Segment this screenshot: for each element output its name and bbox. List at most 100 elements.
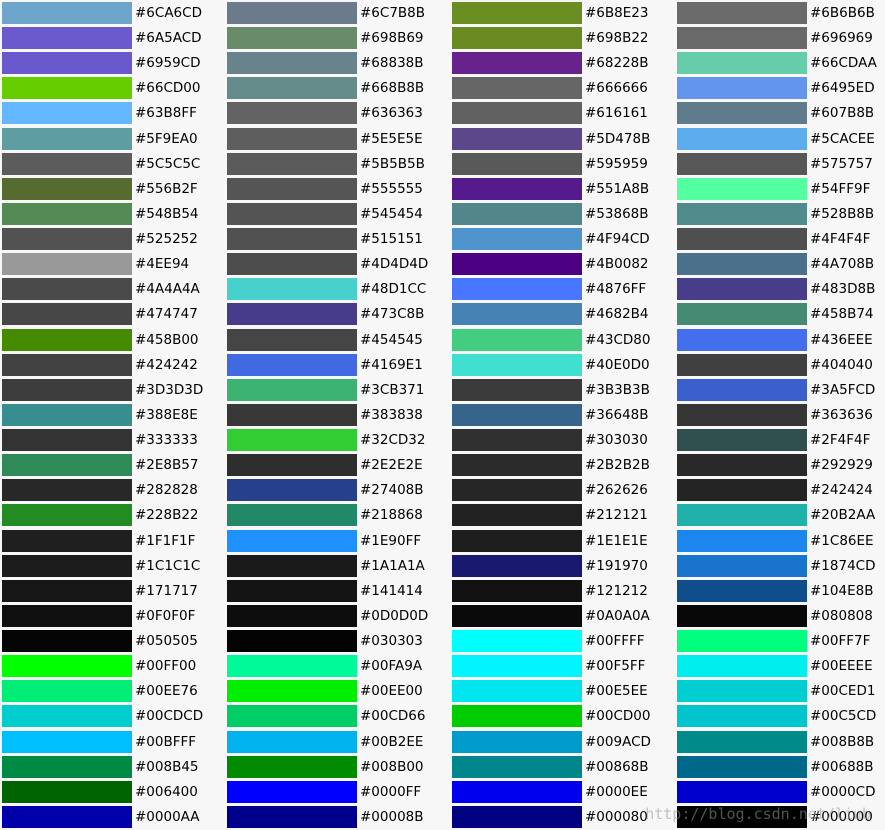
color-cell: #424242 bbox=[0, 353, 225, 378]
color-cell: #36648B bbox=[450, 403, 675, 428]
color-cell: #515151 bbox=[225, 227, 450, 252]
color-cell: #43CD80 bbox=[450, 328, 675, 353]
color-hex-label: #698B22 bbox=[585, 30, 649, 47]
color-hex-label: #363636 bbox=[810, 406, 873, 423]
color-cell: #528B8B bbox=[675, 202, 885, 227]
color-cell: #5E5E5E bbox=[225, 127, 450, 152]
color-swatch bbox=[227, 202, 357, 225]
color-cell: #6B8E23 bbox=[450, 1, 675, 26]
color-hex-label: #474747 bbox=[135, 306, 198, 323]
color-cell: #5F9EA0 bbox=[0, 127, 225, 152]
color-hex-label: #666666 bbox=[585, 80, 648, 97]
color-swatch bbox=[2, 77, 132, 100]
color-hex-label: #1C1C1C bbox=[135, 557, 201, 574]
color-cell: #242424 bbox=[675, 478, 885, 503]
color-cell: #00C5CD bbox=[675, 704, 885, 729]
color-cell: #4A708B bbox=[675, 252, 885, 277]
color-swatch bbox=[2, 755, 132, 778]
color-cell: #00B2EE bbox=[225, 730, 450, 755]
color-cell: #525252 bbox=[0, 227, 225, 252]
color-cell: #458B74 bbox=[675, 302, 885, 327]
color-hex-label: #008B45 bbox=[135, 758, 199, 775]
color-swatch bbox=[677, 755, 807, 778]
color-cell: #00EEEE bbox=[675, 654, 885, 679]
color-cell: #1874CD bbox=[675, 554, 885, 579]
color-hex-label: #303030 bbox=[585, 432, 648, 449]
color-cell: #0000FF bbox=[225, 780, 450, 805]
color-hex-label: #698B69 bbox=[360, 30, 424, 47]
color-hex-label: #40E0D0 bbox=[585, 356, 650, 373]
color-cell: #545454 bbox=[225, 202, 450, 227]
color-hex-label: #4D4D4D bbox=[360, 256, 429, 273]
color-cell: #636363 bbox=[225, 101, 450, 126]
color-hex-label: #4876FF bbox=[585, 281, 647, 298]
color-swatch bbox=[452, 755, 582, 778]
color-cell: #00FF7F bbox=[675, 629, 885, 654]
color-hex-label: #00F5FF bbox=[585, 658, 646, 675]
color-cell: #383838 bbox=[225, 403, 450, 428]
color-cell: #009ACD bbox=[450, 730, 675, 755]
color-swatch bbox=[227, 504, 357, 527]
color-swatch bbox=[677, 202, 807, 225]
color-hex-label: #595959 bbox=[585, 155, 648, 172]
color-hex-label: #00EEEE bbox=[810, 658, 873, 675]
color-swatch bbox=[2, 228, 132, 251]
color-hex-label: #473C8B bbox=[360, 306, 425, 323]
color-swatch bbox=[227, 554, 357, 577]
color-cell: #1E90FF bbox=[225, 529, 450, 554]
color-hex-label: #458B00 bbox=[135, 331, 199, 348]
color-hex-label: #292929 bbox=[810, 457, 873, 474]
color-swatch bbox=[2, 730, 132, 753]
color-hex-label: #0000EE bbox=[585, 783, 648, 800]
color-hex-label: #3D3D3D bbox=[135, 381, 204, 398]
color-cell: #228B22 bbox=[0, 503, 225, 528]
color-swatch bbox=[2, 630, 132, 653]
color-swatch bbox=[227, 454, 357, 477]
color-hex-label: #191970 bbox=[585, 557, 648, 574]
color-swatch bbox=[452, 353, 582, 376]
color-swatch bbox=[677, 680, 807, 703]
color-swatch bbox=[2, 202, 132, 225]
color-hex-label: #3CB371 bbox=[360, 381, 425, 398]
color-cell: #050505 bbox=[0, 629, 225, 654]
color-hex-label: #4F94CD bbox=[585, 231, 650, 248]
color-cell: #68228B bbox=[450, 51, 675, 76]
color-cell: #121212 bbox=[450, 579, 675, 604]
color-hex-label: #68228B bbox=[585, 55, 649, 72]
color-cell: #00EE00 bbox=[225, 679, 450, 704]
color-cell: #00CD00 bbox=[450, 704, 675, 729]
color-hex-label: #00E5EE bbox=[585, 683, 648, 700]
color-hex-label: #555555 bbox=[360, 180, 423, 197]
color-cell: #575757 bbox=[675, 152, 885, 177]
color-cell: #3B3B3B bbox=[450, 378, 675, 403]
color-swatch bbox=[677, 805, 807, 828]
color-swatch bbox=[2, 403, 132, 426]
color-cell: #6959CD bbox=[0, 51, 225, 76]
color-cell: #63B8FF bbox=[0, 101, 225, 126]
color-cell: #0000CD bbox=[675, 780, 885, 805]
color-hex-label: #00FF00 bbox=[135, 658, 197, 675]
color-hex-label: #218868 bbox=[360, 507, 423, 524]
color-cell: #00CDCD bbox=[0, 704, 225, 729]
color-swatch bbox=[677, 2, 807, 24]
color-swatch bbox=[677, 529, 807, 552]
color-swatch bbox=[452, 579, 582, 602]
color-cell: #668B8B bbox=[225, 76, 450, 101]
color-swatch bbox=[227, 228, 357, 251]
color-hex-label: #636363 bbox=[360, 105, 423, 122]
color-swatch bbox=[677, 579, 807, 602]
color-hex-label: #54FF9F bbox=[810, 180, 871, 197]
color-cell: #40E0D0 bbox=[450, 353, 675, 378]
color-swatch bbox=[2, 152, 132, 175]
color-cell: #666666 bbox=[450, 76, 675, 101]
color-hex-label: #000080 bbox=[585, 808, 648, 825]
color-cell: #0D0D0D bbox=[225, 604, 450, 629]
color-hex-label: #141414 bbox=[360, 582, 423, 599]
color-cell: #4169E1 bbox=[225, 353, 450, 378]
color-cell: #6CA6CD bbox=[0, 1, 225, 26]
color-hex-label: #5D478B bbox=[585, 130, 651, 147]
color-hex-label: #00868B bbox=[585, 758, 649, 775]
color-swatch bbox=[452, 403, 582, 426]
